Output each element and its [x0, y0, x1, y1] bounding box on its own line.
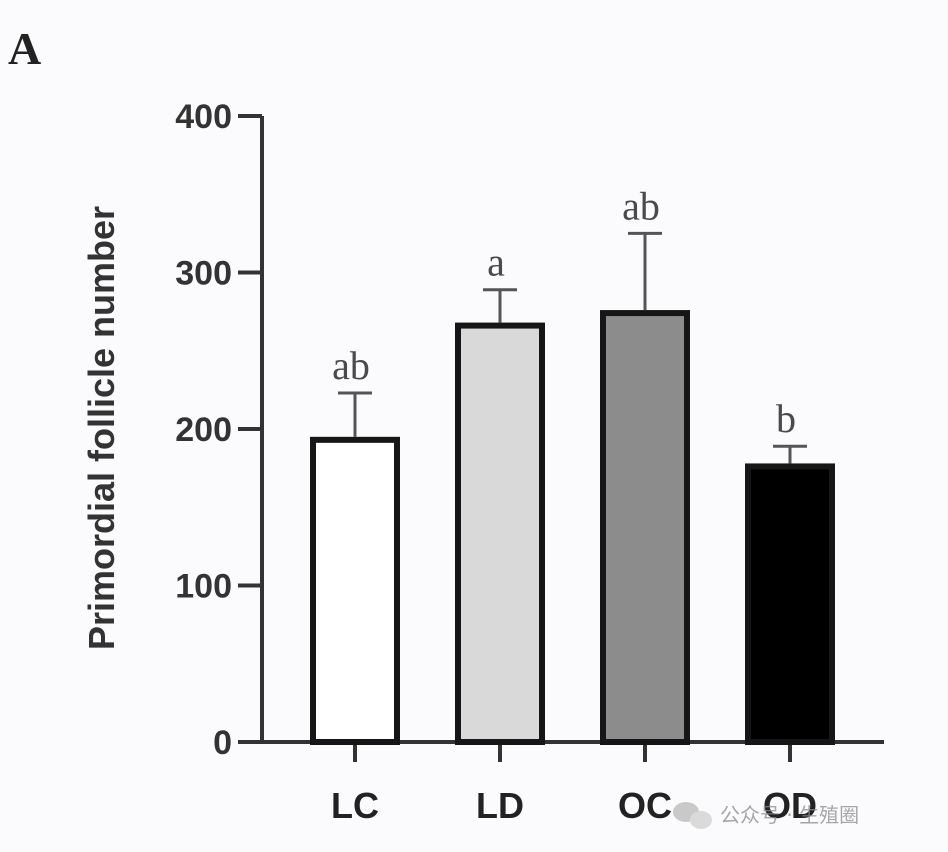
y-tick-label: 0 [213, 724, 232, 762]
bars [310, 310, 835, 745]
bar-oc [600, 310, 690, 745]
y-axis: 0 100 200 300 400 [175, 98, 264, 762]
y-tick-label: 300 [175, 255, 232, 293]
x-axis [262, 740, 884, 762]
y-axis-label: Primordial follicle number [81, 206, 122, 650]
category-label: LD [476, 785, 524, 826]
category-label: OC [618, 785, 672, 826]
category-labels: LC LD OC OD [331, 785, 817, 826]
significance-label: b [776, 396, 796, 441]
category-label: OD [763, 785, 817, 826]
bar-od [745, 463, 835, 745]
watermark: 公众号 · 生殖圈 [673, 802, 859, 829]
watermark-text: 公众号 · 生殖圈 [720, 803, 859, 827]
y-tick-label: 400 [175, 98, 232, 136]
bar-lc [310, 436, 400, 745]
y-tick-label: 100 [175, 568, 232, 606]
error-bars [338, 231, 807, 464]
wechat-icon [673, 802, 712, 829]
category-label: LC [331, 785, 379, 826]
bar-ld [455, 322, 545, 745]
significance-labels: ab a ab b [332, 183, 796, 441]
y-tick-label: 200 [175, 411, 232, 449]
panel-label: A [8, 23, 41, 74]
significance-label: a [487, 240, 505, 285]
significance-label: ab [332, 343, 370, 388]
significance-label: ab [622, 183, 660, 228]
